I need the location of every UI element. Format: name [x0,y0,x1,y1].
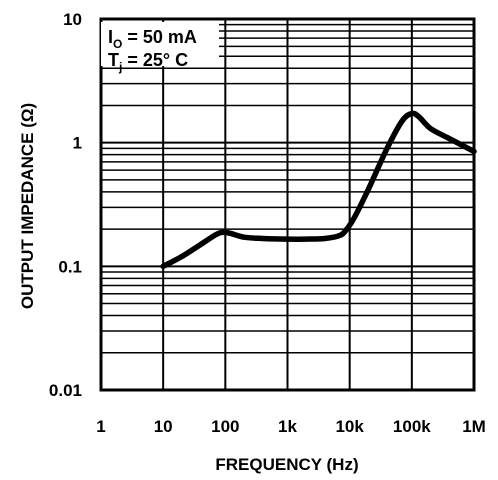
x-tick-label: 100k [393,417,431,436]
impedance-curve [160,110,477,270]
x-axis-title: FREQUENCY (Hz) [215,455,358,474]
series-line [160,110,477,270]
x-tick-label: 1 [96,417,105,436]
y-tick-label: 0.1 [58,257,82,276]
y-tick-label: 10 [63,10,82,29]
grid [100,19,475,391]
annotation-temperature: Tj = 25° C [108,50,188,74]
x-tick-labels: 1 10 100 1k 10k 100k 1M [96,417,486,436]
y-tick-label: 0.01 [49,381,82,400]
y-tick-label: 1 [73,134,82,153]
x-tick-label: 100 [211,417,239,436]
y-axis-title: OUTPUT IMPEDANCE (Ω) [18,103,37,309]
x-tick-label: 1M [462,417,486,436]
annotation-box: IO = 50 mA Tj = 25° C [101,22,219,74]
frame-border [99,17,476,392]
x-tick-label: 1k [278,417,297,436]
plot-frame [99,17,476,392]
annotation-current: IO = 50 mA [108,27,197,51]
y-tick-labels: 0.01 0.1 1 10 [49,10,82,400]
x-tick-label: 10k [335,417,364,436]
x-tick-label: 10 [154,417,173,436]
